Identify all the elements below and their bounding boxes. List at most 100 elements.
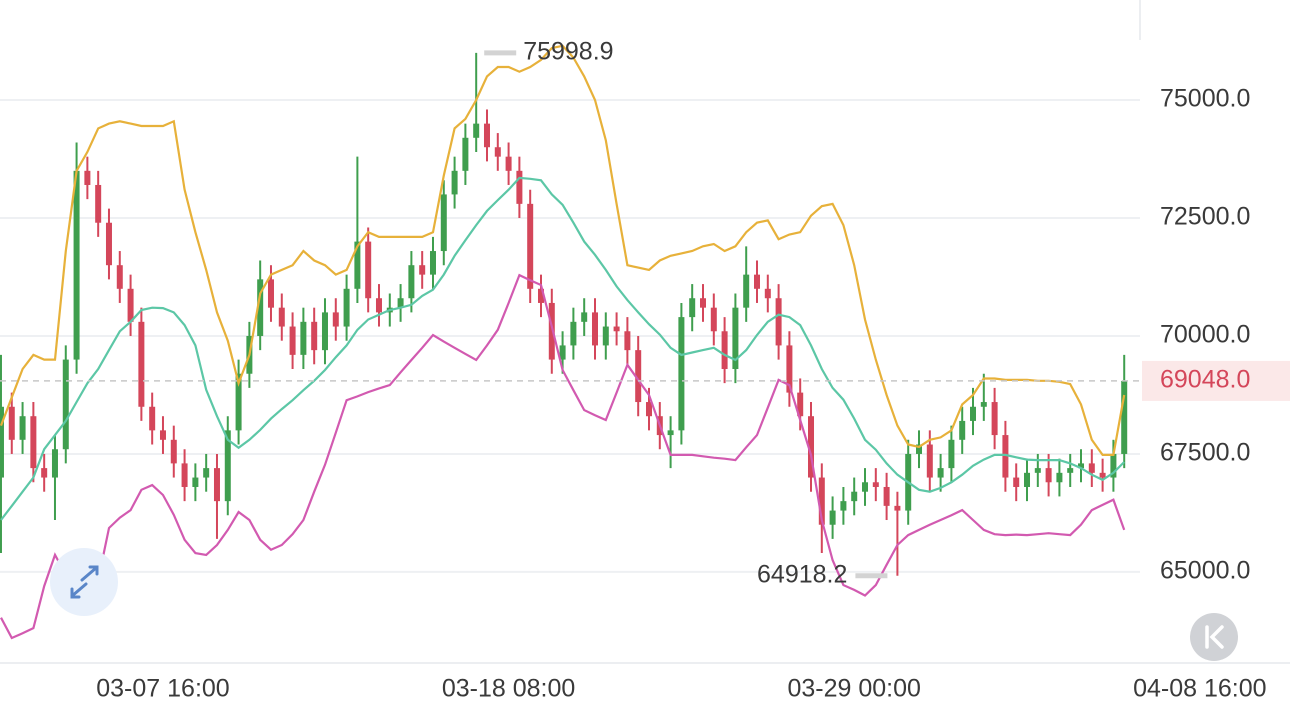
y-tick-label: 65000.0 [1160, 557, 1250, 585]
candle-body [635, 350, 642, 403]
candle-body [105, 222, 112, 266]
candle-body [51, 449, 58, 478]
candle-body [872, 482, 879, 487]
candle-body [138, 321, 145, 407]
band-line [0, 273, 1126, 640]
expand-button[interactable] [50, 548, 118, 616]
price-tag [1142, 360, 1290, 401]
candle-body [127, 288, 134, 322]
candle-body [419, 265, 426, 275]
candle-body [321, 312, 328, 351]
candle-body [1034, 468, 1041, 473]
candle-body [8, 406, 15, 440]
price-label: 69048.0 [1160, 366, 1250, 394]
candle-body [257, 279, 264, 336]
candle-body [602, 326, 609, 346]
candle-body [624, 331, 631, 351]
max-label: 75998.9 [523, 38, 613, 66]
y-tick-label: 72500.0 [1160, 203, 1250, 231]
candle-body [494, 147, 501, 157]
candle-body [95, 184, 102, 223]
min-label: 64918.2 [757, 560, 847, 588]
candle-body [213, 468, 220, 502]
x-tick-label: 03-29 00:00 [787, 675, 920, 703]
candle-body [581, 312, 588, 322]
candle-body [300, 321, 307, 355]
candle-body [1024, 472, 1031, 487]
x-tick-label: 03-07 16:00 [96, 675, 229, 703]
candle-body [1056, 472, 1063, 483]
candle-body [808, 416, 815, 478]
candle-body [505, 156, 512, 171]
candle-body [689, 298, 696, 318]
candle-body [548, 302, 555, 360]
candle-body [894, 505, 901, 511]
candle-body [440, 194, 447, 252]
candle-body [970, 406, 977, 421]
candle-body [224, 430, 231, 502]
candle-body [786, 345, 793, 393]
candle-body [365, 241, 372, 299]
candle-body [203, 468, 210, 478]
candle-body [1045, 468, 1052, 483]
expand-icon [70, 565, 99, 599]
candle-body [862, 482, 869, 492]
candle-body [1110, 453, 1117, 478]
y-tick-label: 70000.0 [1160, 321, 1250, 349]
candle-body [62, 359, 69, 450]
candle-body [429, 251, 436, 275]
candle-body [527, 203, 534, 289]
candle-body [473, 123, 480, 138]
candle-body [149, 406, 156, 431]
candle-body [116, 265, 123, 289]
candle-body [343, 288, 350, 327]
candle-body [851, 491, 858, 502]
candle-body [1013, 477, 1020, 487]
candle-body [181, 463, 188, 487]
candle-body [754, 274, 761, 289]
candle-body [667, 430, 674, 436]
candle-body [699, 298, 706, 308]
candle-body [332, 312, 339, 327]
candle-body [1121, 380, 1128, 454]
candle-body [797, 392, 804, 417]
candle-body [570, 321, 577, 346]
candle-body [678, 317, 685, 431]
candle-body [516, 170, 523, 204]
x-tick-label: 03-18 08:00 [442, 675, 575, 703]
candle-body [159, 430, 166, 440]
candle-body [613, 326, 620, 332]
candle-body [948, 439, 955, 469]
candle-body [1002, 435, 1009, 478]
candle-body [732, 307, 739, 370]
candle-body [375, 298, 382, 313]
candle-body [980, 402, 987, 407]
candle-body [73, 170, 80, 360]
candle-body [170, 439, 177, 464]
candle-body [537, 288, 544, 303]
candle-body [937, 468, 944, 478]
candle-body [84, 170, 91, 185]
back-icon [1205, 625, 1224, 649]
band-line [0, 176, 1125, 521]
candle-body [30, 416, 37, 469]
candle-body [916, 444, 923, 454]
candle-body [354, 241, 361, 289]
candle-body [926, 444, 933, 478]
candle-body [764, 288, 771, 299]
candle-body [311, 321, 318, 351]
x-tick-label: 04-08 16:00 [1133, 675, 1266, 703]
candle-body [883, 486, 890, 506]
candle-body [41, 468, 48, 478]
band-line [0, 44, 1126, 456]
candle-body [991, 402, 998, 436]
candle-body [1067, 468, 1074, 473]
candle-body [235, 373, 242, 431]
candle-body [721, 331, 728, 370]
candle-body [1078, 463, 1085, 469]
candle-body [278, 307, 285, 327]
candle-body [743, 274, 750, 308]
candle-body [408, 265, 415, 299]
candle-body [559, 345, 566, 360]
